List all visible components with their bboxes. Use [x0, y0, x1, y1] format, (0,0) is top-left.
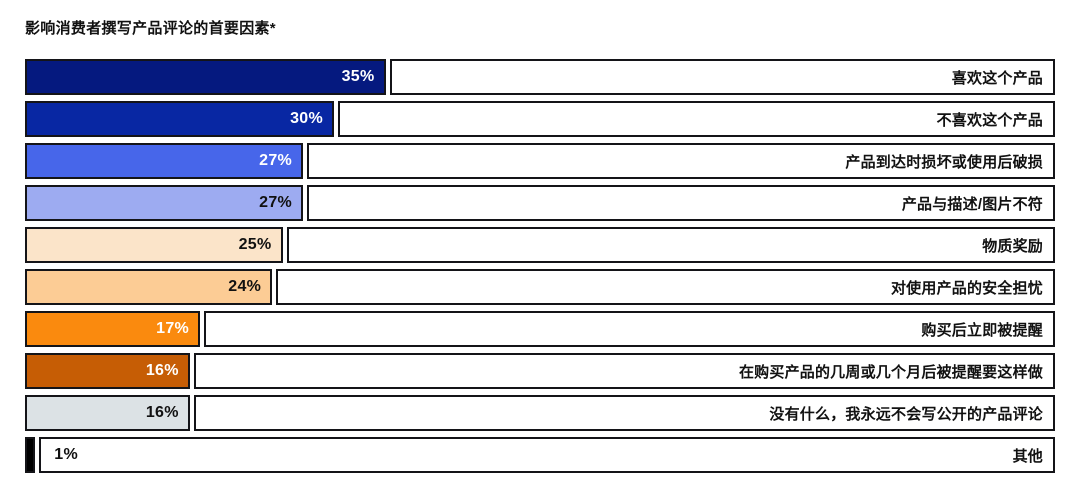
bar-category-label: 产品与描述/图片不符: [901, 195, 1043, 213]
chart-title: 影响消费者撰写产品评论的首要因素*: [25, 20, 276, 37]
bar-row: 1% 其他: [25, 437, 1055, 473]
bar-category-label: 在购买产品的几周或几个月后被提醒要这样做: [738, 363, 1043, 381]
bar-category-label: 其他: [1012, 447, 1043, 465]
bar-chart: 35% 喜欢这个产品 30% 不喜欢这个产品 27% 产品到达时损坏或使用后破损: [25, 59, 1055, 473]
bar-fill: [25, 437, 36, 473]
bar-fill: 25%: [25, 227, 283, 263]
bar-track: 没有什么，我永远不会写公开的产品评论: [193, 395, 1055, 431]
bar-category-label: 不喜欢这个产品: [936, 111, 1043, 129]
bar-category-label: 喜欢这个产品: [951, 69, 1043, 87]
bar-track: 物质奖励: [286, 227, 1055, 263]
bar-fill: 27%: [25, 185, 304, 221]
bar-track: 对使用产品的安全担忧: [276, 269, 1055, 305]
bar-track: 产品到达时损坏或使用后破损: [307, 143, 1055, 179]
bar-value-label: 1%: [54, 446, 79, 463]
bar-fill: 24%: [25, 269, 273, 305]
bar-value-label: 24%: [228, 278, 262, 295]
bar-value-label: 17%: [156, 320, 190, 337]
bar-track: 在购买产品的几周或几个月后被提醒要这样做: [193, 353, 1055, 389]
bar-value-label: 16%: [145, 404, 179, 421]
bar-track: 产品与描述/图片不符: [307, 185, 1055, 221]
bar-category-label: 对使用产品的安全担忧: [890, 279, 1043, 297]
bar-track: 喜欢这个产品: [389, 59, 1055, 95]
bar-fill: 16%: [25, 353, 190, 389]
bar-row: 35% 喜欢这个产品: [25, 59, 1055, 95]
bar-category-label: 没有什么，我永远不会写公开的产品评论: [769, 405, 1043, 423]
bar-row: 27% 产品到达时损坏或使用后破损: [25, 143, 1055, 179]
bar-category-label: 购买后立即被提醒: [921, 321, 1043, 339]
bar-category-label: 物质奖励: [982, 237, 1043, 255]
bar-track: 1% 其他: [39, 437, 1055, 473]
bar-value-label: 25%: [238, 236, 272, 253]
bar-row: 16% 在购买产品的几周或几个月后被提醒要这样做: [25, 353, 1055, 389]
bar-fill: 30%: [25, 101, 334, 137]
bar-row: 25% 物质奖励: [25, 227, 1055, 263]
bar-value-label: 27%: [259, 152, 293, 169]
bar-fill: 16%: [25, 395, 190, 431]
bar-row: 24% 对使用产品的安全担忧: [25, 269, 1055, 305]
bar-row: 16% 没有什么，我永远不会写公开的产品评论: [25, 395, 1055, 431]
bar-value-label: 30%: [290, 110, 323, 127]
bar-track: 购买后立即被提醒: [204, 311, 1055, 347]
bar-row: 27% 产品与描述/图片不符: [25, 185, 1055, 221]
bar-value-label: 27%: [259, 194, 293, 211]
bar-fill: 35%: [25, 59, 386, 95]
bar-fill: 27%: [25, 143, 304, 179]
bar-fill: 17%: [25, 311, 201, 347]
bar-row: 17% 购买后立即被提醒: [25, 311, 1055, 347]
bar-value-label: 35%: [341, 68, 375, 85]
bar-category-label: 产品到达时损坏或使用后破损: [845, 153, 1043, 171]
bar-row: 30% 不喜欢这个产品: [25, 101, 1055, 137]
bar-value-label: 16%: [145, 362, 179, 379]
bar-track: 不喜欢这个产品: [338, 101, 1055, 137]
